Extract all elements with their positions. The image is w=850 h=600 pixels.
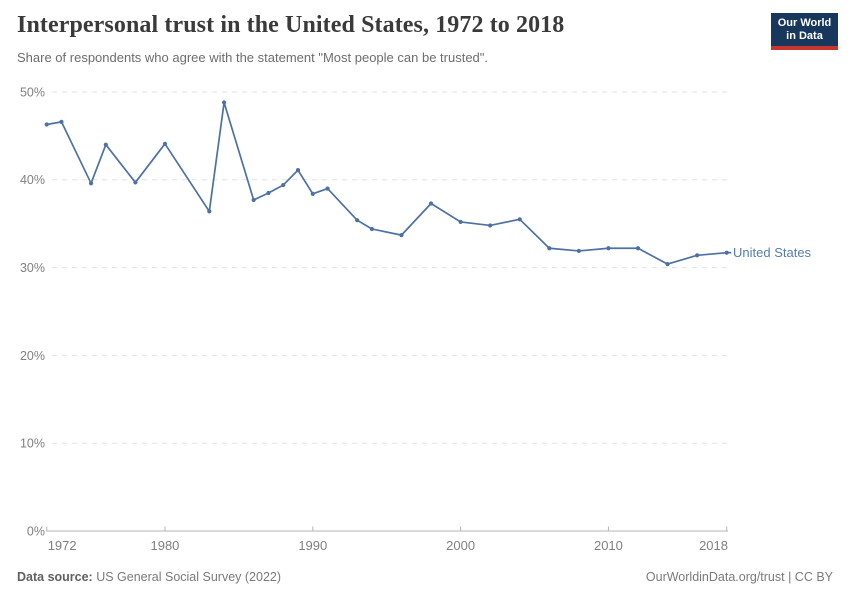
data-point-1984[interactable]: [221, 100, 227, 105]
data-point-1996[interactable]: [399, 233, 404, 238]
data-point-1988[interactable]: [281, 182, 286, 188]
y-axis-tick-label-10: 10%: [20, 437, 45, 451]
data-point-1972[interactable]: [44, 122, 49, 127]
data-point-2006[interactable]: [547, 246, 552, 251]
data-point-1983[interactable]: [207, 209, 212, 214]
data-point-1994[interactable]: [369, 226, 375, 232]
series-line-united-states[interactable]: [45, 101, 728, 265]
data-point-1993[interactable]: [355, 218, 360, 223]
data-point-1991[interactable]: [325, 186, 330, 191]
x-axis-tick-label-1972: 1972: [48, 538, 77, 553]
y-axis-tick-label-40: 40%: [20, 173, 45, 187]
data-source-note: Data source: US General Social Survey (2…: [17, 570, 281, 584]
x-axis-tick-label-2010: 2010: [594, 538, 623, 553]
data-point-1989[interactable]: [295, 168, 301, 173]
data-source-label: Data source:: [17, 570, 93, 584]
data-point-2012[interactable]: [635, 246, 641, 251]
data-point-2002[interactable]: [488, 223, 493, 228]
data-point-2016[interactable]: [695, 253, 700, 258]
data-point-2014[interactable]: [665, 261, 670, 267]
data-point-2000[interactable]: [458, 219, 463, 225]
data-point-1978[interactable]: [133, 180, 138, 185]
series-label-united-states[interactable]: United States: [733, 245, 812, 260]
owid-logo-line1: Our World: [777, 16, 832, 29]
page-title: Interpersonal trust in the United States…: [17, 12, 565, 38]
license-note[interactable]: OurWorldinData.org/trust | CC BY: [645, 570, 833, 584]
owid-logo[interactable]: Our World in Data: [771, 13, 838, 50]
owid-logo-line2: in Data: [786, 29, 823, 42]
x-axis-tick-label-1980: 1980: [150, 538, 179, 553]
data-point-1973[interactable]: [59, 119, 64, 124]
y-axis-tick-label-50: 50%: [20, 85, 45, 99]
data-point-1975[interactable]: [88, 181, 94, 186]
y-axis-tick-label-20: 20%: [20, 349, 45, 363]
data-point-2010[interactable]: [606, 246, 611, 251]
chart-footer: Data source: US General Social Survey (2…: [0, 567, 850, 600]
data-point-1990[interactable]: [310, 191, 315, 196]
data-point-1998[interactable]: [428, 201, 434, 206]
y-axis-tick-label-30: 30%: [20, 261, 45, 275]
data-point-1986[interactable]: [251, 197, 256, 203]
chart-subtitle: Share of respondents who agree with the …: [17, 50, 489, 65]
data-point-2008[interactable]: [576, 248, 581, 254]
data-source-text: US General Social Survey (2022): [92, 570, 282, 584]
data-point-2004[interactable]: [517, 217, 522, 222]
data-point-2018[interactable]: [724, 250, 729, 255]
data-point-1980[interactable]: [162, 141, 168, 146]
y-axis-tick-label-0: 0%: [27, 524, 45, 538]
x-axis-tick-label-2000: 2000: [446, 538, 475, 553]
x-axis-tick-label-2018: 2018: [699, 538, 728, 553]
x-axis-tick-label-1990: 1990: [298, 538, 327, 553]
data-point-1987[interactable]: [266, 190, 271, 196]
data-point-1976[interactable]: [103, 142, 108, 147]
